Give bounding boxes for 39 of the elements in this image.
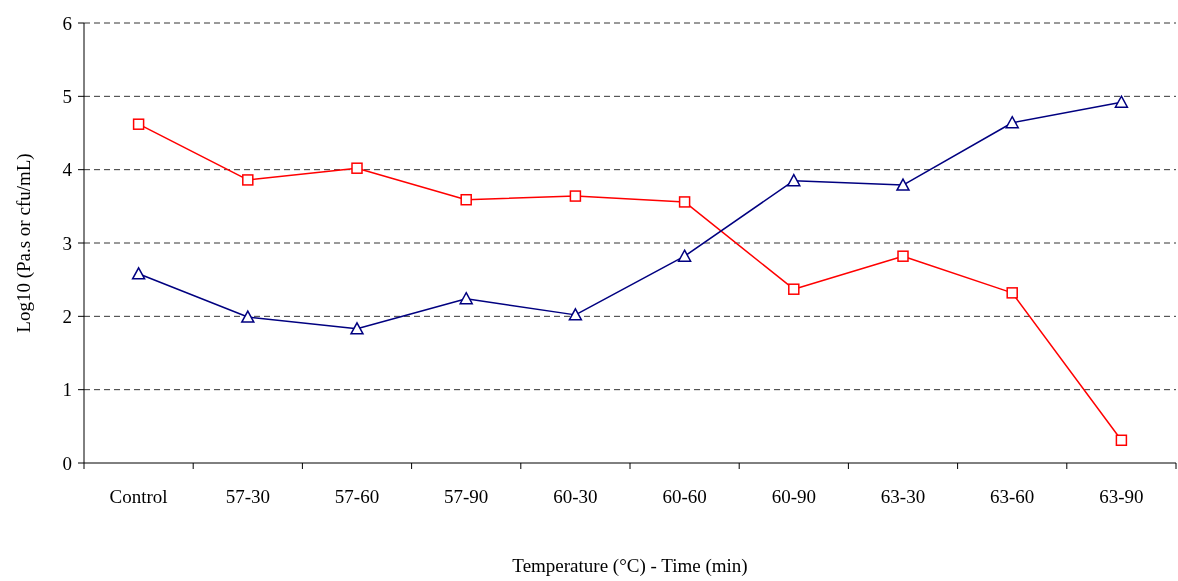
y-tick-label: 5: [62, 85, 72, 107]
point: [1006, 287, 1018, 299]
point: [131, 267, 146, 280]
point: [132, 118, 145, 130]
point: [241, 310, 255, 323]
point: [568, 308, 583, 321]
y-tick-label: 1: [62, 379, 72, 401]
point: [350, 322, 364, 335]
x-tick-label: 60-90: [771, 486, 816, 507]
point: [460, 193, 472, 206]
x-tick-label: 57-90: [444, 486, 489, 507]
point: [459, 291, 473, 305]
y-axis-title: Log10 (Pa.s or cfu/mL): [13, 153, 35, 333]
point: [896, 178, 910, 191]
x-axis-title: Temperature (°C) - Time (min): [512, 555, 748, 577]
x-tick-label: 63-60: [990, 486, 1035, 507]
point: [678, 196, 691, 208]
x-tick-label: 63-30: [880, 486, 926, 507]
point: [787, 173, 801, 187]
y-tick-label: 4: [62, 159, 73, 181]
x-tick-label: 57-60: [334, 486, 380, 507]
x-tick-label: 60-30: [553, 486, 598, 507]
point: [1114, 95, 1129, 108]
x-tick-label: 63-90: [1099, 486, 1144, 507]
x-tick-label: 57-30: [225, 486, 270, 507]
point: [1005, 115, 1019, 129]
y-tick-label: 6: [62, 12, 72, 34]
point: [1115, 434, 1128, 447]
point: [569, 190, 582, 202]
y-tick-label: 2: [62, 305, 72, 327]
x-tick-label: 60-60: [662, 486, 707, 507]
point: [788, 283, 800, 295]
y-tick-label: 0: [62, 452, 72, 474]
x-tick-label: Control: [109, 486, 168, 507]
point: [897, 250, 909, 262]
point: [677, 249, 692, 262]
point: [242, 174, 254, 186]
y-tick-label: 3: [62, 232, 72, 254]
point: [351, 162, 363, 174]
